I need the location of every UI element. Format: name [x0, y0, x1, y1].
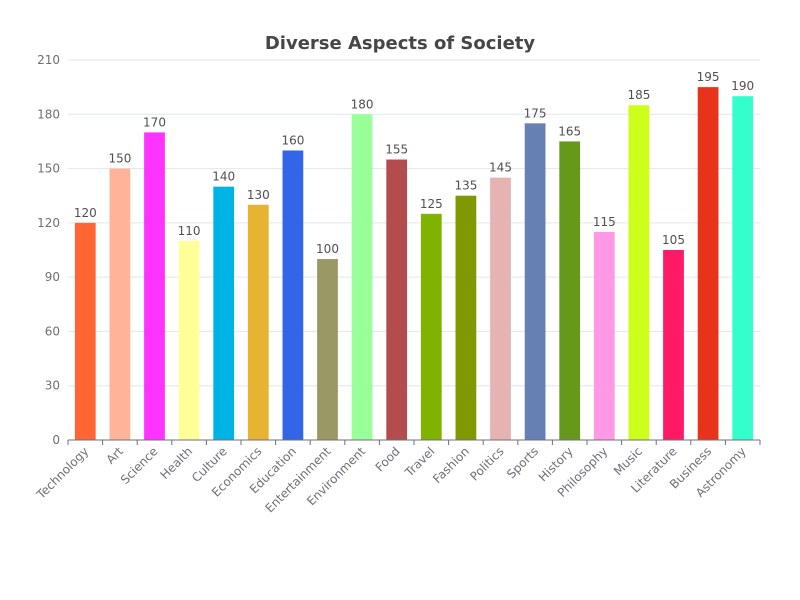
- data-label: 140: [212, 170, 235, 184]
- y-tick-label: 0: [52, 433, 60, 447]
- bar-technology: [74, 222, 96, 440]
- bar-literature: [663, 250, 684, 440]
- y-tick-label: 90: [45, 270, 60, 284]
- x-tick-label: Sports: [504, 444, 541, 481]
- data-label: 135: [454, 179, 477, 193]
- data-label: 130: [247, 188, 270, 202]
- x-axis: Technology ArtScienceHealthCultureEconomi…: [33, 439, 761, 515]
- chart-title: Diverse Aspects of Society: [265, 33, 536, 54]
- data-label: 155: [385, 143, 408, 157]
- bar-business: [697, 87, 719, 441]
- bar-education: [282, 150, 304, 440]
- data-label: 160: [281, 133, 304, 147]
- bar-fashion: [455, 195, 477, 440]
- y-tick-label: 60: [45, 324, 60, 338]
- bars: [74, 87, 754, 441]
- data-label: 105: [662, 233, 685, 247]
- bar-sports: [524, 123, 546, 440]
- data-label: 145: [489, 161, 512, 175]
- bar-travel: [420, 213, 442, 440]
- y-tick-label: 150: [37, 162, 60, 176]
- bar-science: [144, 132, 165, 440]
- x-tick-label: Fashion: [430, 444, 472, 486]
- data-label: 100: [316, 242, 339, 256]
- data-label: 190: [731, 79, 754, 93]
- x-tick-label: Science: [118, 444, 161, 487]
- bar-food: [386, 159, 408, 440]
- data-label: 195: [697, 70, 720, 84]
- x-tick-label: Politics: [467, 444, 506, 483]
- data-label: 115: [593, 215, 616, 229]
- y-tick-label: 120: [37, 216, 60, 230]
- bar-economics: [247, 204, 269, 440]
- x-tick-label: Technology: [33, 444, 91, 502]
- bar-music: [628, 105, 650, 440]
- data-label: 150: [108, 152, 131, 166]
- y-tick-label: 210: [37, 53, 60, 67]
- data-label: 165: [558, 124, 581, 138]
- data-label: 110: [178, 224, 201, 238]
- x-tick-label: Art: [103, 444, 126, 467]
- data-label: 175: [524, 106, 547, 120]
- data-label: 185: [627, 88, 650, 102]
- data-label: 120: [74, 206, 97, 220]
- bar-astronomy: [732, 96, 754, 440]
- bar-art: [109, 168, 131, 441]
- bar-health: [178, 240, 200, 440]
- data-label: 170: [143, 115, 166, 129]
- data-label: 180: [351, 97, 374, 111]
- y-tick-label: 180: [37, 107, 60, 121]
- bar-culture: [213, 186, 235, 440]
- bar-politics: [490, 177, 511, 440]
- grid-lines: [68, 59, 760, 387]
- data-label: 125: [420, 197, 443, 211]
- bar-entertainment: [317, 259, 338, 440]
- x-tick-label: Food: [373, 444, 403, 474]
- bar-philosophy: [593, 231, 615, 440]
- y-tick-label: 30: [45, 379, 60, 393]
- bar-environment: [351, 114, 373, 441]
- data-labels: 120 150 170 110 140 130 160 100 180 155 125 135 145 1…: [74, 70, 754, 256]
- y-axis: 0 30 60 90 120 150 180 210: [37, 53, 60, 447]
- bar-history: [559, 141, 581, 440]
